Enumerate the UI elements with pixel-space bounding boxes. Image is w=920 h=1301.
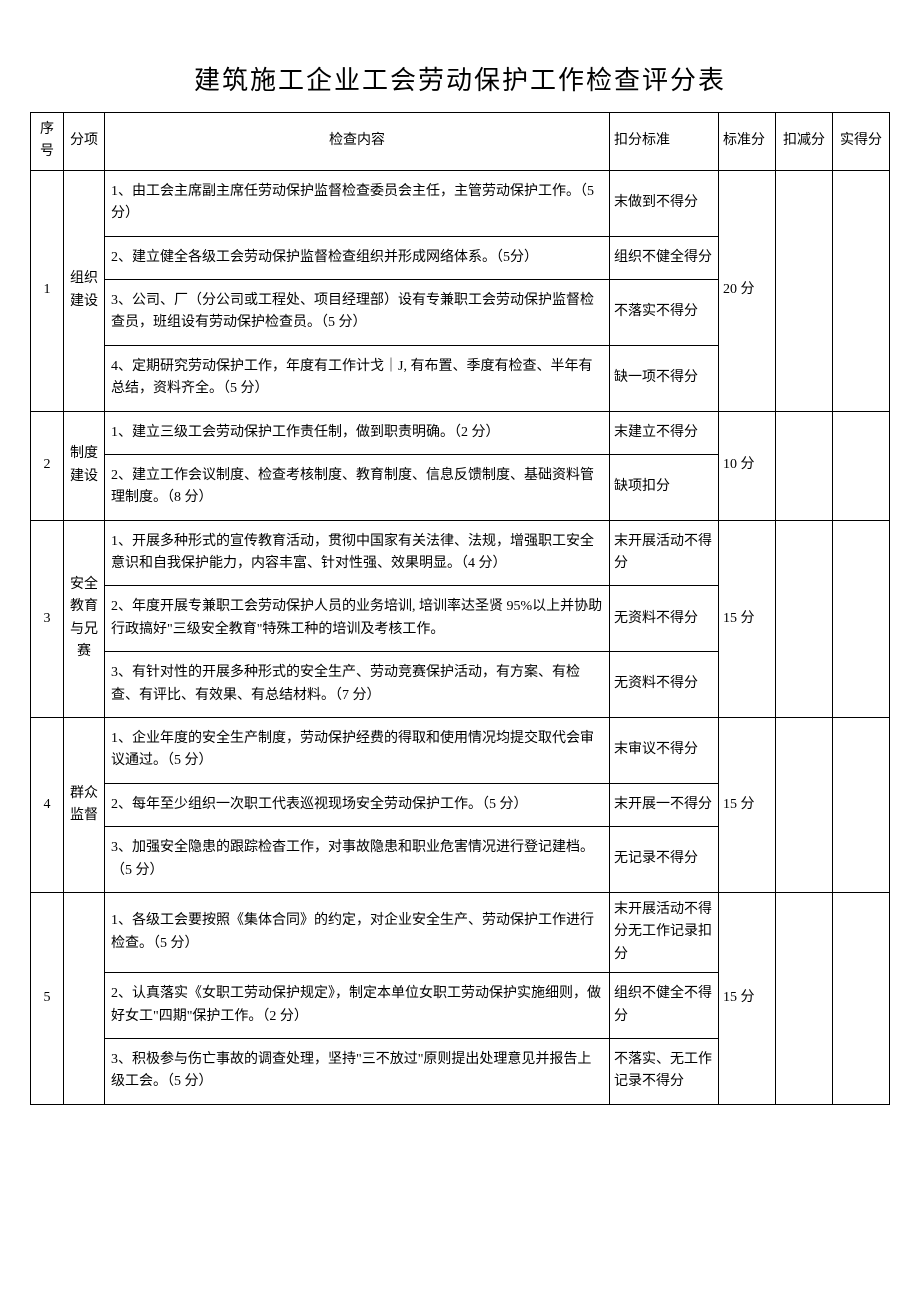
table-row: 4群众监督1、企业年度的安全生产制度，劳动保护经费的得取和使用情况均提交取代会审… <box>31 718 890 784</box>
table-row: 1组织建设1、由工会主席副主席任劳动保护监督检查委员会主任，主管劳动保护工作。（… <box>31 170 890 236</box>
row-number: 3 <box>31 520 64 717</box>
row-category <box>64 892 105 1104</box>
table-row: 51、各级工会要按照《集体合同》的约定，对企业安全生产、劳动保护工作进行检查。（… <box>31 892 890 972</box>
check-content: 2、建立工作会议制度、检查考核制度、教育制度、信息反馈制度、基础资料管理制度。（… <box>105 454 610 520</box>
deduct-standard: 缺项扣分 <box>610 454 719 520</box>
standard-score: 15 分 <box>719 520 776 717</box>
standard-score: 10 分 <box>719 411 776 520</box>
deduct-standard: 无记录不得分 <box>610 827 719 893</box>
header-deduct: 扣分标准 <box>610 113 719 171</box>
deduct-standard: 不落实不得分 <box>610 279 719 345</box>
row-number: 5 <box>31 892 64 1104</box>
row-number: 1 <box>31 170 64 411</box>
minus-score <box>776 892 833 1104</box>
table-row: 2制度建设1、建立三级工会劳动保护工作责任制，做到职责明确。（2 分）末建立不得… <box>31 411 890 454</box>
header-content: 检查内容 <box>105 113 610 171</box>
row-category: 群众监督 <box>64 718 105 893</box>
page-title: 建筑施工企业工会劳动保护工作检查评分表 <box>30 60 890 97</box>
header-row: 序号 分项 检查内容 扣分标准 标准分 扣减分 实得分 <box>31 113 890 171</box>
actual-score <box>833 520 890 717</box>
minus-score <box>776 411 833 520</box>
row-category: 制度建设 <box>64 411 105 520</box>
deduct-standard: 组织不健全不得分 <box>610 973 719 1039</box>
scoring-table: 序号 分项 检查内容 扣分标准 标准分 扣减分 实得分 1组织建设1、由工会主席… <box>30 112 890 1105</box>
header-num: 序号 <box>31 113 64 171</box>
row-number: 2 <box>31 411 64 520</box>
deduct-standard: 末开展一不得分 <box>610 783 719 826</box>
check-content: 3、有针对性的开展多种形式的安全生产、劳动竞赛保护活动，有方案、有检查、有评比、… <box>105 652 610 718</box>
header-actual: 实得分 <box>833 113 890 171</box>
deduct-standard: 不落实、无工作记录不得分 <box>610 1038 719 1104</box>
deduct-standard: 无资料不得分 <box>610 586 719 652</box>
check-content: 3、积极参与伤亡事故的调查处理，坚持"三不放过"原则提出处理意见并报告上级工会。… <box>105 1038 610 1104</box>
standard-score: 15 分 <box>719 718 776 893</box>
standard-score: 20 分 <box>719 170 776 411</box>
deduct-standard: 缺一项不得分 <box>610 345 719 411</box>
table-row: 3安全教育与兄赛1、开展多种形式的宣传教育活动，贯彻中国家有关法律、法规，增强职… <box>31 520 890 586</box>
row-category: 组织建设 <box>64 170 105 411</box>
minus-score <box>776 520 833 717</box>
check-content: 1、各级工会要按照《集体合同》的约定，对企业安全生产、劳动保护工作进行检查。（5… <box>105 892 610 972</box>
actual-score <box>833 892 890 1104</box>
deduct-standard: 末建立不得分 <box>610 411 719 454</box>
check-content: 1、建立三级工会劳动保护工作责任制，做到职责明确。（2 分） <box>105 411 610 454</box>
deduct-standard: 末开展活动不得分无工作记录扣分 <box>610 892 719 972</box>
check-content: 1、企业年度的安全生产制度，劳动保护经费的得取和使用情况均提交取代会审议通过。（… <box>105 718 610 784</box>
table-body: 1组织建设1、由工会主席副主席任劳动保护监督检查委员会主任，主管劳动保护工作。（… <box>31 170 890 1104</box>
actual-score <box>833 170 890 411</box>
header-std: 标准分 <box>719 113 776 171</box>
row-number: 4 <box>31 718 64 893</box>
row-category: 安全教育与兄赛 <box>64 520 105 717</box>
check-content: 3、加强安全隐患的跟踪检杳工作，对事故隐患和职业危害情况进行登记建档。（5 分） <box>105 827 610 893</box>
check-content: 2、每年至少组织一次职工代表巡视现场安全劳动保护工作。（5 分） <box>105 783 610 826</box>
check-content: 2、认真落实《女职工劳动保护规定》，制定本单位女职工劳动保护实施细则，做好女工"… <box>105 973 610 1039</box>
deduct-standard: 无资料不得分 <box>610 652 719 718</box>
actual-score <box>833 718 890 893</box>
check-content: 3、公司、厂（分公司或工程处、项目经理部）设有专兼职工会劳动保护监督检查员，班组… <box>105 279 610 345</box>
deduct-standard: 末做到不得分 <box>610 170 719 236</box>
standard-score: 15 分 <box>719 892 776 1104</box>
header-cat: 分项 <box>64 113 105 171</box>
minus-score <box>776 170 833 411</box>
deduct-standard: 末开展活动不得分 <box>610 520 719 586</box>
check-content: 2、年度开展专兼职工会劳动保护人员的业务培训, 培训率达圣贤 95%以上并协助行… <box>105 586 610 652</box>
check-content: 4、定期研究劳动保护工作，年度有工作计戈｜J, 有布置、季度有检查、半年有总结，… <box>105 345 610 411</box>
check-content: 2、建立健全各级工会劳动保护监督检查组织并形成网络体系。（5分） <box>105 236 610 279</box>
minus-score <box>776 718 833 893</box>
deduct-standard: 组织不健全得分 <box>610 236 719 279</box>
check-content: 1、开展多种形式的宣传教育活动，贯彻中国家有关法律、法规，增强职工安全意识和自我… <box>105 520 610 586</box>
deduct-standard: 末审议不得分 <box>610 718 719 784</box>
actual-score <box>833 411 890 520</box>
header-minus: 扣减分 <box>776 113 833 171</box>
check-content: 1、由工会主席副主席任劳动保护监督检查委员会主任，主管劳动保护工作。（5 分） <box>105 170 610 236</box>
